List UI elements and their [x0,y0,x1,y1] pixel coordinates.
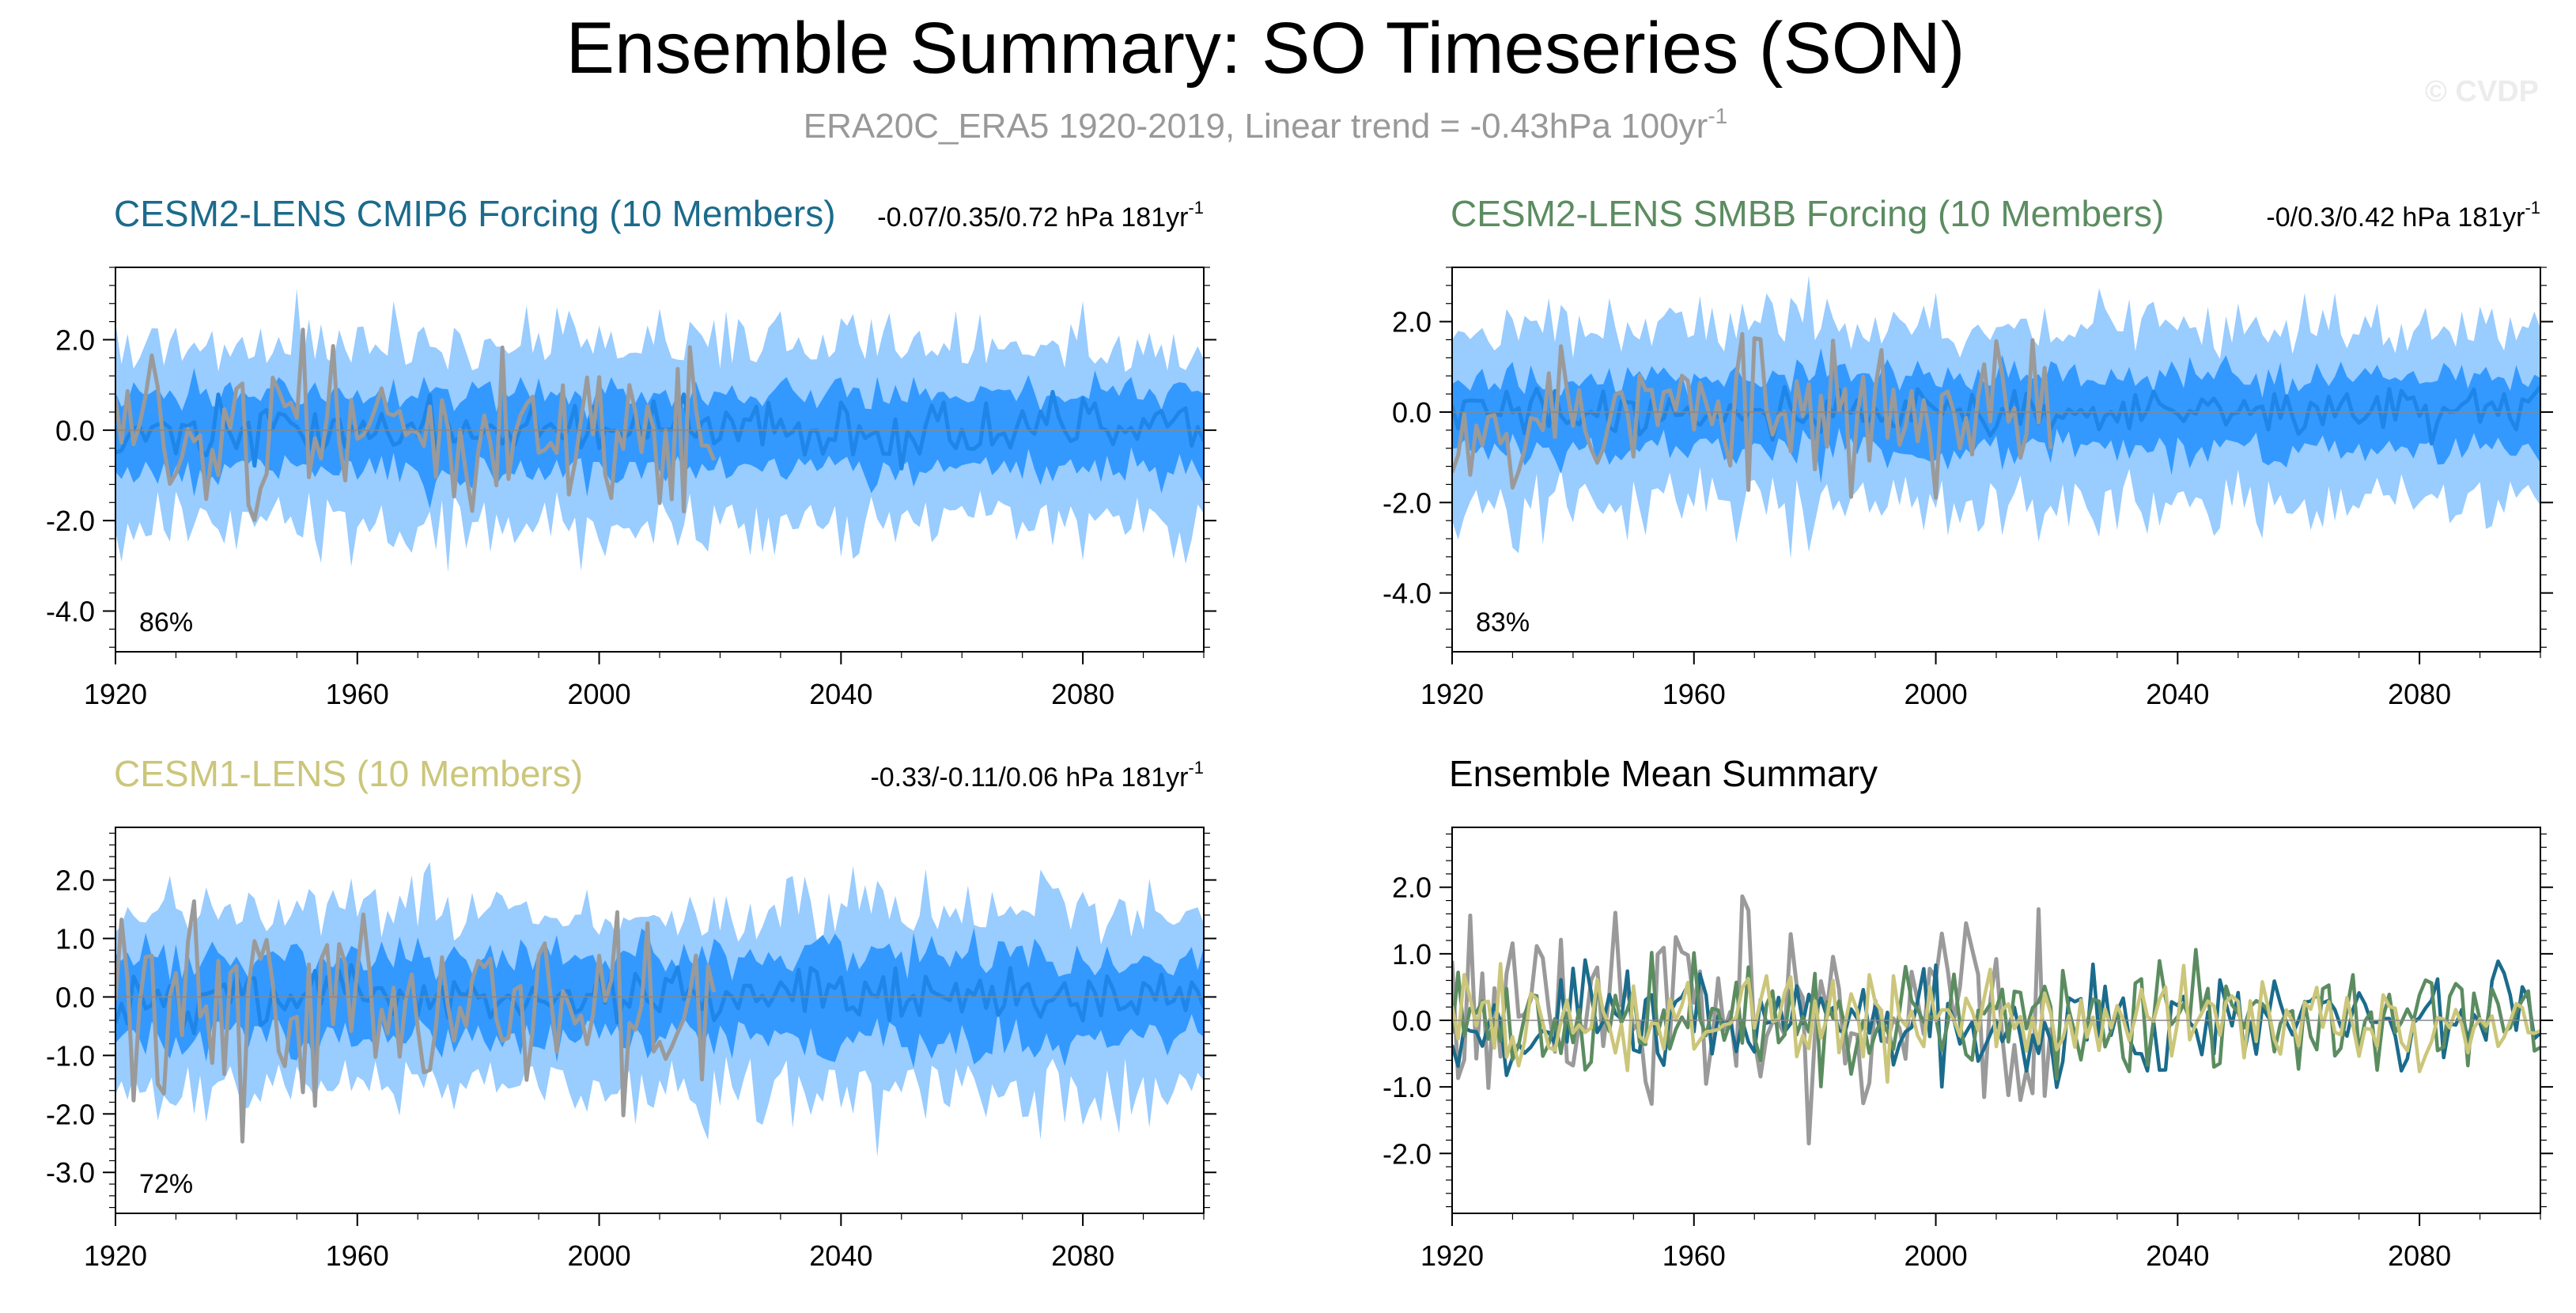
observation-line [1452,331,2053,500]
percent-label: 86% [139,607,193,638]
x-tick-label: 1960 [1662,1239,1726,1272]
percent-label: 83% [1476,607,1530,638]
x-tick-label: 2080 [2388,678,2451,710]
panel-title: CESM1-LENS (10 Members) [114,753,583,794]
y-tick-label: -2.0 [1383,1137,1432,1170]
cvdp-watermark: © CVDP [2425,75,2539,108]
x-tick-label: 2000 [568,678,631,710]
trend-text: -0.33/-0.11/0.06 hPa 181yr [870,762,1188,793]
band-25-75 [115,368,1204,509]
plot-area [115,288,1204,573]
trend-label: -0.33/-0.11/0.06 hPa 181yr-1 [870,758,1204,793]
x-tick-label: 2080 [1051,1239,1114,1272]
x-tick-label: 2000 [568,1239,631,1272]
plot-area [115,862,1204,1157]
y-tick-label: 1.0 [55,922,95,955]
y-tick-label: 0.0 [55,981,95,1013]
subtitle-sup: -1 [1708,104,1727,128]
y-tick-label: 2.0 [55,865,95,897]
plot-area [1452,275,2540,559]
x-tick-label: 2040 [2146,1239,2209,1272]
band-25-75 [1452,348,2540,484]
y-tick-label: 1.0 [1392,938,1432,971]
panel-title: CESM2-LENS SMBB Forcing (10 Members) [1451,193,2164,234]
figure-title: Ensemble Summary: SO Timeseries (SON) [566,8,1965,89]
x-tick-label: 2080 [1051,678,1114,710]
trend-sup: -1 [1188,198,1204,218]
x-tick-label: 2000 [1905,678,1968,710]
x-tick-label: 1920 [84,1239,147,1272]
observation-line [115,327,717,522]
y-tick-label: -2.0 [46,1098,95,1130]
plot-area [1452,894,2540,1146]
figure-subtitle: ERA20C_ERA5 1920-2019, Linear trend = -0… [804,104,1727,146]
y-tick-label: -2.0 [46,505,95,537]
x-tick-label: 1960 [326,678,389,710]
y-tick-label: -1.0 [46,1039,95,1072]
panel-cesm2-cmip6: CESM2-LENS CMIP6 Forcing (10 Members) -0.… [46,193,1216,710]
y-tick-label: -2.0 [1383,486,1432,519]
trend-text: -0.07/0.35/0.72 hPa 181yr [877,202,1188,233]
trend-label: -0.07/0.35/0.72 hPa 181yr-1 [877,198,1204,233]
y-tick-label: -4.0 [46,596,95,628]
y-tick-label: -1.0 [1383,1071,1432,1103]
x-tick-label: 2040 [809,1239,872,1272]
trend-sup: -1 [2525,198,2540,218]
percent-label: 72% [139,1169,193,1199]
x-tick-label: 1960 [1662,678,1726,710]
series-line [1452,962,2540,1084]
y-tick-label: 2.0 [55,324,95,356]
y-tick-label: 0.0 [1392,396,1432,429]
y-tick-label: -3.0 [46,1156,95,1189]
trend-label: -0/0.3/0.42 hPa 181yr-1 [2266,198,2540,233]
x-tick-label: 2080 [2388,1239,2451,1272]
subtitle-text: ERA20C_ERA5 1920-2019, Linear trend = -0… [804,107,1708,146]
x-tick-label: 2000 [1905,1239,1968,1272]
trend-text: -0/0.3/0.42 hPa 181yr [2266,202,2525,233]
x-tick-label: 1920 [1420,678,1484,710]
panel-cesm2-smbb: CESM2-LENS SMBB Forcing (10 Members) -0/0… [1383,193,2553,710]
panel-cesm1: CESM1-LENS (10 Members) -0.33/-0.11/0.06 … [46,753,1216,1272]
ensemble-mean-line [115,963,1204,1035]
trend-sup: -1 [1188,758,1204,778]
y-tick-label: -4.0 [1383,577,1432,610]
y-tick-label: 2.0 [1392,872,1432,904]
x-tick-label: 1920 [84,678,147,710]
panel-title: Ensemble Mean Summary [1449,753,1878,794]
y-tick-label: 0.0 [1392,1005,1432,1037]
y-tick-label: 0.0 [55,414,95,447]
panel-ensemble-mean-summary: Ensemble Mean Summary 2.0 1.0 0.0 -1.0 -2.0 19… [1383,753,2553,1272]
ensemble-mean-line [115,390,1204,471]
y-tick-label: 2.0 [1392,306,1432,339]
x-tick-label: 1960 [326,1239,389,1272]
x-tick-label: 1920 [1420,1239,1484,1272]
panel-title: CESM2-LENS CMIP6 Forcing (10 Members) [114,193,836,234]
x-tick-label: 2040 [809,678,872,710]
observation-line [115,899,717,1144]
ensemble-mean-line [1452,384,2540,446]
x-tick-label: 2040 [2146,678,2209,710]
